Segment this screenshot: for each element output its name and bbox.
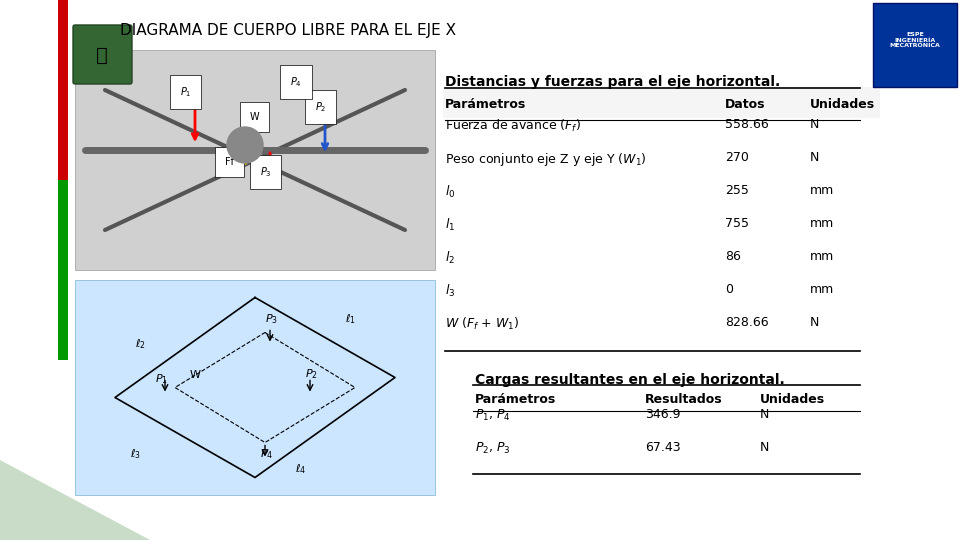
Text: $\mathit{l}_0$: $\mathit{l}_0$ (445, 184, 455, 200)
Text: $\mathit{P_2}$, $\mathit{P_3}$: $\mathit{P_2}$, $\mathit{P_3}$ (475, 441, 511, 456)
Text: N: N (760, 441, 769, 454)
Text: 270: 270 (725, 151, 749, 164)
Text: 🦅: 🦅 (96, 45, 108, 64)
Text: Ff: Ff (225, 157, 234, 167)
Text: Datos: Datos (725, 98, 765, 111)
Text: 86: 86 (725, 250, 741, 263)
Text: mm: mm (810, 283, 834, 296)
Text: $P_3$: $P_3$ (265, 313, 278, 326)
Text: $\mathit{P_1}$, $\mathit{P_4}$: $\mathit{P_1}$, $\mathit{P_4}$ (475, 408, 511, 423)
Text: $P_1$: $P_1$ (180, 85, 191, 99)
Text: Cargas resultantes en el eje horizontal.: Cargas resultantes en el eje horizontal. (475, 373, 784, 387)
Text: $P_4$: $P_4$ (290, 75, 301, 89)
Text: $\ell_1$: $\ell_1$ (345, 313, 356, 326)
Text: $P_1$: $P_1$ (155, 373, 168, 386)
FancyBboxPatch shape (58, 0, 68, 180)
Text: Unidades: Unidades (810, 98, 876, 111)
Text: $P_4$: $P_4$ (260, 448, 274, 461)
FancyBboxPatch shape (58, 360, 68, 540)
Text: $\ell_2$: $\ell_2$ (135, 338, 146, 352)
Text: 558.66: 558.66 (725, 118, 769, 131)
Circle shape (227, 127, 263, 163)
FancyBboxPatch shape (873, 3, 957, 87)
Text: Parámetros: Parámetros (475, 393, 556, 406)
Text: 0: 0 (725, 283, 733, 296)
FancyBboxPatch shape (58, 180, 68, 360)
Text: mm: mm (810, 217, 834, 230)
Text: N: N (810, 316, 820, 329)
Text: $P_2$: $P_2$ (305, 368, 318, 381)
Text: Peso conjunto eje Z y eje Y ($\mathit{W_1}$): Peso conjunto eje Z y eje Y ($\mathit{W_… (445, 151, 647, 168)
Text: $\mathit{W}$ ($\mathit{F_f}$ + $\mathit{W_1}$): $\mathit{W}$ ($\mathit{F_f}$ + $\mathit{… (445, 316, 519, 332)
Text: N: N (760, 408, 769, 421)
Text: mm: mm (810, 184, 834, 197)
Text: DIAGRAMA DE CUERPO LIBRE PARA EL EJE X: DIAGRAMA DE CUERPO LIBRE PARA EL EJE X (120, 23, 456, 37)
Text: $P_2$: $P_2$ (315, 100, 326, 114)
FancyBboxPatch shape (75, 280, 435, 495)
Text: Fuerza de avance ($\mathit{F_f}$): Fuerza de avance ($\mathit{F_f}$) (445, 118, 581, 134)
Text: W: W (250, 112, 259, 122)
Text: $\mathit{l}_1$: $\mathit{l}_1$ (445, 217, 455, 233)
Text: N: N (810, 151, 820, 164)
Text: 755: 755 (725, 217, 749, 230)
FancyBboxPatch shape (443, 87, 880, 118)
FancyBboxPatch shape (75, 50, 435, 270)
Text: W: W (190, 369, 201, 380)
Text: Unidades: Unidades (760, 393, 826, 406)
Text: 828.66: 828.66 (725, 316, 769, 329)
Text: 255: 255 (725, 184, 749, 197)
Text: $\ell_4$: $\ell_4$ (295, 462, 306, 476)
Text: mm: mm (810, 250, 834, 263)
Text: N: N (810, 118, 820, 131)
Text: 346.9: 346.9 (645, 408, 681, 421)
Text: Resultados: Resultados (645, 393, 723, 406)
Text: Parámetros: Parámetros (445, 98, 526, 111)
Text: ESPE
INGENIERÍA
MECATRÓNICA: ESPE INGENIERÍA MECATRÓNICA (890, 32, 941, 49)
Text: Distancias y fuerzas para el eje horizontal.: Distancias y fuerzas para el eje horizon… (445, 75, 780, 89)
FancyBboxPatch shape (73, 25, 132, 84)
Text: $\ell_3$: $\ell_3$ (130, 448, 141, 461)
Text: $\mathit{l}_2$: $\mathit{l}_2$ (445, 250, 455, 266)
Text: 67.43: 67.43 (645, 441, 681, 454)
Polygon shape (0, 460, 150, 540)
Text: $\mathit{l}_3$: $\mathit{l}_3$ (445, 283, 455, 299)
Text: $P_3$: $P_3$ (260, 165, 272, 179)
